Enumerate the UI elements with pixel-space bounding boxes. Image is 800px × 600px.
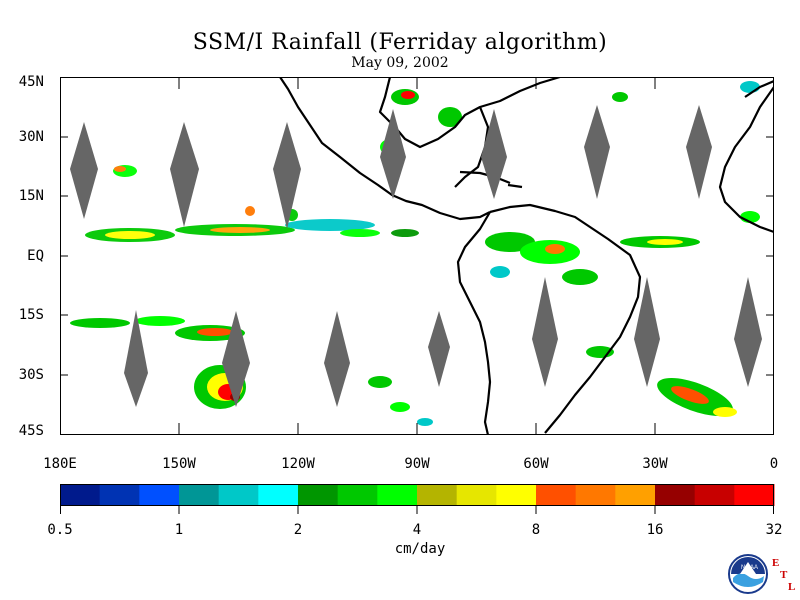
- colorbar-swatch: [694, 484, 735, 506]
- colorbar-swatch: [99, 484, 140, 506]
- colorbar-label-0-5: 0.5: [47, 522, 73, 538]
- colorbar-swatch: [456, 484, 497, 506]
- colorbar-swatch: [179, 484, 220, 506]
- colorbar-swatch: [218, 484, 259, 506]
- colorbar-label-1: 1: [174, 522, 184, 538]
- colorbar-label-16: 16: [646, 522, 664, 538]
- map-ticks: [60, 77, 774, 435]
- colorbar-label-32: 32: [765, 522, 783, 538]
- lon-label-0: 0: [769, 456, 779, 472]
- lat-label-eq: EQ: [27, 248, 44, 264]
- lat-label-30s: 30S: [18, 367, 44, 383]
- no-data-diamonds: [70, 105, 762, 407]
- lat-label-15n: 15N: [18, 188, 44, 204]
- lat-label-30n: 30N: [18, 129, 44, 145]
- logo-letter-e: E: [772, 557, 779, 569]
- colorbar-swatch: [575, 484, 616, 506]
- lat-label-45n: 45N: [18, 74, 44, 90]
- noaa-logo: NOAA E T L: [728, 554, 795, 594]
- logo-letter-l: L: [788, 581, 795, 593]
- colorbar-swatch: [298, 484, 339, 506]
- colorbar-swatch: [536, 484, 577, 506]
- coastlines: [279, 77, 774, 435]
- colorbar-swatch: [258, 484, 299, 506]
- colorbar-label-2: 2: [293, 522, 303, 538]
- logo-letter-t: T: [780, 569, 788, 581]
- colorbar-swatch: [60, 484, 101, 506]
- colorbar-unit: cm/day: [394, 541, 446, 557]
- colorbar-swatch: [496, 484, 537, 506]
- lon-label-180e: 180E: [43, 456, 77, 472]
- colorbar-label-4: 4: [412, 522, 422, 538]
- lon-label-60w: 60W: [523, 456, 549, 472]
- map-date: May 09, 2002: [351, 55, 449, 71]
- lon-label-90w: 90W: [404, 456, 430, 472]
- colorbar: [60, 484, 775, 514]
- colorbar-swatch: [417, 484, 458, 506]
- lon-label-120w: 120W: [281, 456, 315, 472]
- noaa-text: NOAA: [741, 565, 758, 571]
- lat-label-15s: 15S: [18, 307, 44, 323]
- colorbar-swatch: [337, 484, 378, 506]
- lon-label-30w: 30W: [642, 456, 668, 472]
- colorbar-swatch: [734, 484, 775, 506]
- colorbar-swatch: [615, 484, 656, 506]
- lon-label-150w: 150W: [162, 456, 196, 472]
- rainfall-map: [60, 77, 774, 435]
- colorbar-swatch: [139, 484, 180, 506]
- colorbar-swatch: [377, 484, 418, 506]
- colorbar-label-8: 8: [531, 522, 541, 538]
- lat-label-45s: 45S: [18, 423, 44, 439]
- colorbar-swatch: [655, 484, 696, 506]
- map-title: SSM/I Rainfall (Ferriday algorithm): [192, 30, 608, 55]
